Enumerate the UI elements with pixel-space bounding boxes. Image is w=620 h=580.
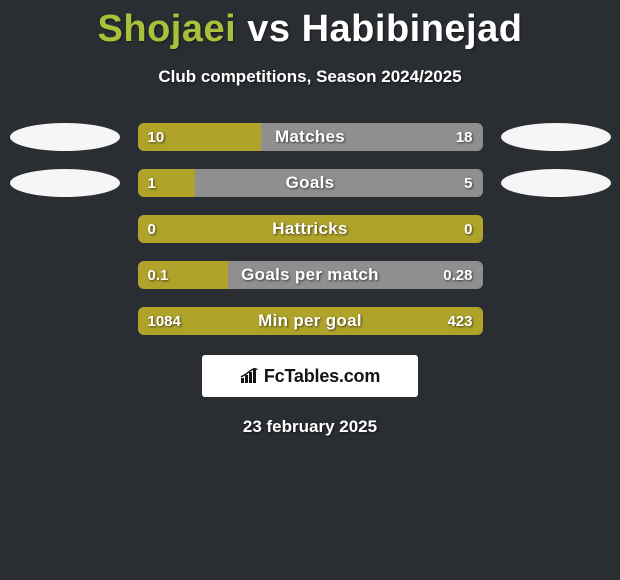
stat-value-right: 5 (464, 169, 472, 197)
title-vs: vs (247, 8, 290, 50)
stat-label: Matches (138, 123, 483, 151)
player2-marker (501, 169, 611, 197)
stat-bar: 10Matches18 (138, 123, 483, 151)
stat-bar: 0.1Goals per match0.28 (138, 261, 483, 289)
stat-value-right: 0 (464, 215, 472, 243)
stat-label: Goals per match (138, 261, 483, 289)
stat-row: 10Matches18 (0, 123, 620, 151)
bar-chart-icon (240, 368, 260, 384)
stat-label: Goals (138, 169, 483, 197)
stat-bar: 1084Min per goal423 (138, 307, 483, 335)
comparison-title: Shojaei vs Habibinejad (0, 0, 620, 51)
stat-row: 0.1Goals per match0.28 (0, 261, 620, 289)
stat-row: 1Goals5 (0, 169, 620, 197)
stat-row: 0Hattricks0 (0, 215, 620, 243)
stat-bar: 0Hattricks0 (138, 215, 483, 243)
stat-label: Min per goal (138, 307, 483, 335)
stat-label: Hattricks (138, 215, 483, 243)
player1-name: Shojaei (98, 8, 237, 50)
stat-value-right: 423 (447, 307, 472, 335)
player2-marker (501, 123, 611, 151)
stats-container: 10Matches18 1Goals5 0Hattricks0 0.1Goals pe… (0, 123, 620, 335)
footer-date: 23 february 2025 (0, 417, 620, 437)
logo-text: FcTables.com (264, 366, 380, 387)
player2-name: Habibinejad (302, 8, 523, 50)
logo-box: FcTables.com (202, 355, 418, 397)
stat-value-right: 18 (456, 123, 473, 151)
subtitle: Club competitions, Season 2024/2025 (0, 67, 620, 87)
stat-bar: 1Goals5 (138, 169, 483, 197)
player1-marker (10, 123, 120, 151)
player1-marker (10, 169, 120, 197)
stat-value-right: 0.28 (443, 261, 472, 289)
stat-row: 1084Min per goal423 (0, 307, 620, 335)
